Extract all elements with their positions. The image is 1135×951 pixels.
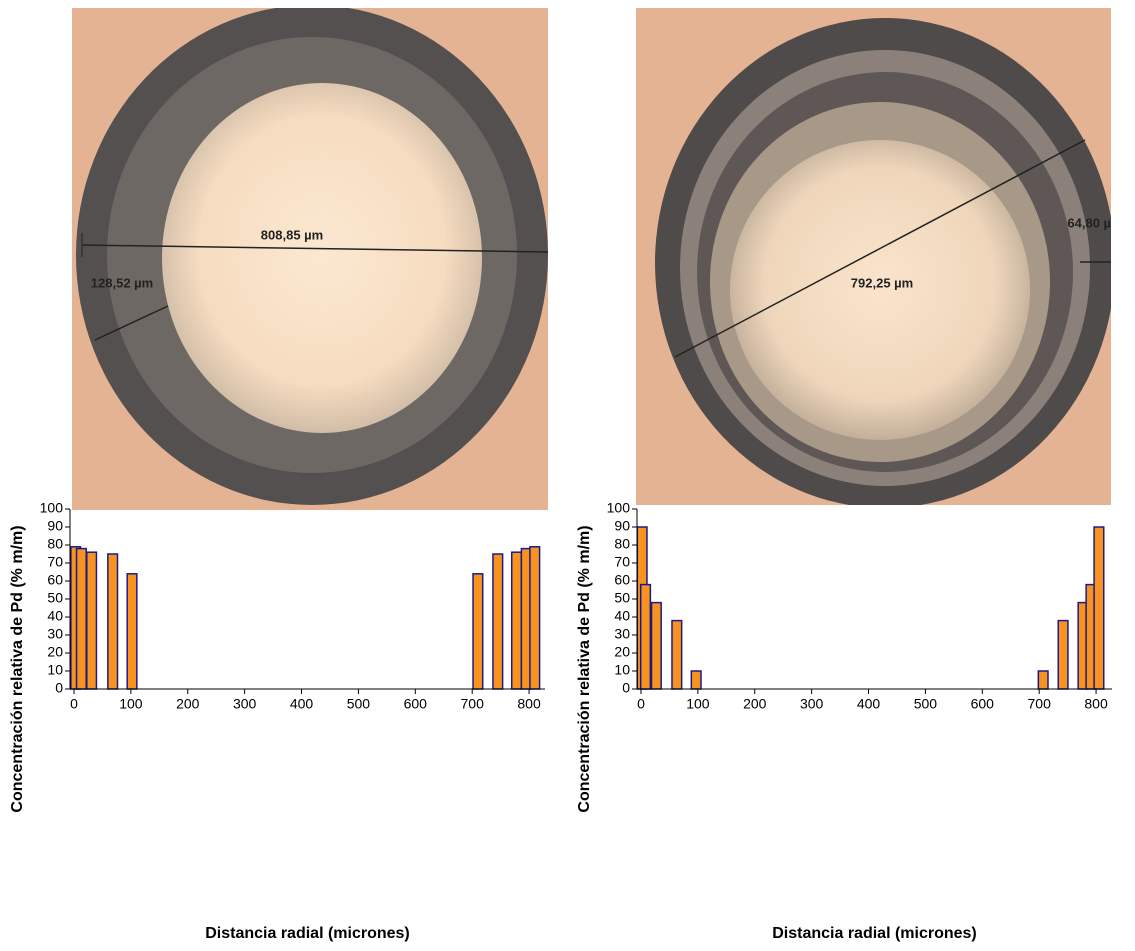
x-tick-label: 700 <box>1028 696 1052 712</box>
x-tick-label: 500 <box>914 696 938 712</box>
bar <box>75 547 87 690</box>
measurement-label: 64,80 µm <box>1067 215 1122 230</box>
y-tick-label: 20 <box>47 644 63 660</box>
micrograph-right: 792,25 µm 64,80 µm <box>636 8 1122 505</box>
x-tick-label: 0 <box>70 696 78 712</box>
x-tick-label: 700 <box>461 696 485 712</box>
y-axis-label: Concentración relativa de Pd (% m/m) <box>576 525 593 812</box>
x-tick-label: 200 <box>176 696 200 712</box>
x-tick-label: 800 <box>1084 696 1108 712</box>
bar <box>510 551 523 690</box>
measurement-label: 128,52 µm <box>91 275 153 290</box>
y-tick-label: 30 <box>614 626 630 642</box>
bar <box>107 553 119 690</box>
y-tick-label: 50 <box>47 590 63 606</box>
y-tick-label: 90 <box>614 518 630 534</box>
bar <box>472 573 484 690</box>
bar <box>690 670 702 690</box>
measurement-label: 808,85 µm <box>261 227 323 242</box>
y-axis-label: Concentración relativa de Pd (% m/m) <box>9 525 26 812</box>
micrograph-left: 808,85 µm 128,52 µm <box>72 8 548 510</box>
bar <box>1057 619 1069 690</box>
y-tick-label: 70 <box>47 554 63 570</box>
x-tick-label: 800 <box>517 696 541 712</box>
y-tick-label: 0 <box>622 680 630 696</box>
x-tick-label: 300 <box>800 696 824 712</box>
x-tick-label: 600 <box>971 696 995 712</box>
x-tick-label: 300 <box>233 696 257 712</box>
bar <box>1037 670 1049 690</box>
y-tick-label: 50 <box>614 590 630 606</box>
bar <box>671 619 683 690</box>
bar <box>126 573 138 690</box>
x-tick-label: 200 <box>743 696 767 712</box>
bar <box>639 583 652 690</box>
y-tick-label: 70 <box>614 554 630 570</box>
x-tick-label: 400 <box>857 696 881 712</box>
y-tick-label: 10 <box>47 662 63 678</box>
bar <box>86 551 98 690</box>
y-tick-label: 30 <box>47 626 63 642</box>
bar <box>529 546 541 690</box>
measurement-label: 792,25 µm <box>851 275 913 290</box>
x-axis-label: Distancia radial (micrones) <box>772 925 977 942</box>
y-tick-label: 40 <box>614 608 630 624</box>
x-axis-label: Distancia radial (micrones) <box>205 925 410 942</box>
y-tick-label: 100 <box>607 500 631 516</box>
y-tick-label: 0 <box>55 680 63 696</box>
y-tick-label: 100 <box>40 500 64 516</box>
x-tick-label: 0 <box>637 696 645 712</box>
y-tick-label: 60 <box>614 572 630 588</box>
y-tick-label: 60 <box>47 572 63 588</box>
bar <box>650 601 662 690</box>
y-tick-label: 90 <box>47 518 63 534</box>
y-tick-label: 80 <box>614 536 630 552</box>
x-tick-label: 100 <box>686 696 710 712</box>
x-tick-label: 400 <box>290 696 314 712</box>
y-tick-label: 20 <box>614 644 630 660</box>
x-tick-label: 500 <box>347 696 371 712</box>
x-tick-label: 600 <box>404 696 428 712</box>
bar <box>1093 526 1105 690</box>
y-tick-label: 10 <box>614 662 630 678</box>
x-tick-label: 100 <box>119 696 143 712</box>
bar <box>492 553 504 690</box>
y-tick-label: 80 <box>47 536 63 552</box>
y-tick-label: 40 <box>47 608 63 624</box>
